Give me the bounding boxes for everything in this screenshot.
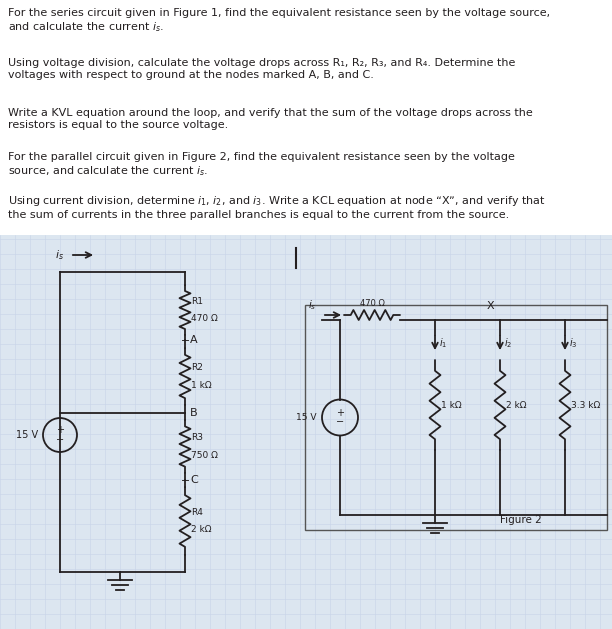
Text: 3.3 kΩ: 3.3 kΩ	[571, 401, 600, 409]
Bar	[305, 305, 607, 530]
Text: Using current division, determine $i_1$, $i_2$, and $i_3$. Write a KCL equation : Using current division, determine $i_1$,…	[8, 194, 545, 220]
Text: R4: R4	[191, 508, 203, 517]
Text: 1 kΩ: 1 kΩ	[441, 401, 461, 409]
Text: For the series circuit given in Figure 1, find the equivalent resistance seen by: For the series circuit given in Figure 1…	[8, 8, 550, 34]
Text: X: X	[486, 301, 494, 311]
Text: $i_2$: $i_2$	[504, 336, 512, 350]
Text: A: A	[190, 335, 198, 345]
Text: −: −	[56, 435, 64, 445]
Text: 2 kΩ: 2 kΩ	[191, 525, 212, 534]
Text: Figure 2: Figure 2	[500, 515, 542, 525]
Text: R2: R2	[191, 364, 203, 372]
Text: $i_s$: $i_s$	[308, 298, 316, 312]
Text: +: +	[336, 408, 344, 418]
Bar	[0, 235, 612, 629]
Text: −: −	[336, 418, 344, 428]
Text: 15 V: 15 V	[296, 413, 316, 422]
Text: $i_3$: $i_3$	[569, 336, 578, 350]
Text: 1 kΩ: 1 kΩ	[191, 381, 212, 389]
Text: R3: R3	[191, 433, 203, 442]
Text: Write a KVL equation around the loop, and verify that the sum of the voltage dro: Write a KVL equation around the loop, an…	[8, 108, 533, 130]
Text: 470 Ω: 470 Ω	[191, 314, 218, 323]
Text: 470 Ω: 470 Ω	[360, 299, 384, 308]
Text: C: C	[190, 475, 198, 485]
Text: $i_s$: $i_s$	[55, 248, 64, 262]
Text: For the parallel circuit given in Figure 2, find the equivalent resistance seen : For the parallel circuit given in Figure…	[8, 152, 515, 178]
Text: Using voltage division, calculate the voltage drops across R₁, R₂, R₃, and R₄. D: Using voltage division, calculate the vo…	[8, 58, 515, 80]
Text: 15 V: 15 V	[16, 430, 38, 440]
Text: 2 kΩ: 2 kΩ	[506, 401, 526, 409]
Text: 750 Ω: 750 Ω	[191, 450, 218, 460]
Text: +: +	[56, 425, 64, 435]
Text: B: B	[190, 408, 198, 418]
Text: $i_1$: $i_1$	[439, 336, 447, 350]
Text: R1: R1	[191, 297, 203, 306]
